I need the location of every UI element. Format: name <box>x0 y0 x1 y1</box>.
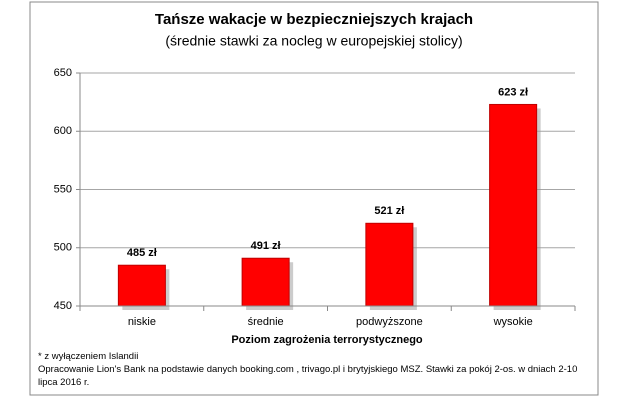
value-label: 485 zł <box>127 247 157 259</box>
bar <box>365 222 414 307</box>
chart-title: Tańsze wakacje w bezpieczniejszych kraja… <box>155 11 473 28</box>
footnote: * z wyłączeniem Islandii <box>38 351 139 362</box>
y-tick-label: 500 <box>54 242 72 254</box>
y-tick-label: 450 <box>54 300 72 312</box>
value-label: 521 zł <box>374 205 404 217</box>
value-label: 623 zł <box>498 86 528 98</box>
x-tick-label: średnie <box>248 316 284 328</box>
y-tick-label: 650 <box>54 67 72 79</box>
x-axis-label: Poziom zagrożenia terrorystycznego <box>231 334 423 346</box>
footnotes: * z wyłączeniem Islandii Opracowanie Lio… <box>38 350 578 389</box>
y-tick-label: 550 <box>54 183 72 195</box>
chart-subtitle: (średnie stawki za nocleg w europejskiej… <box>165 33 462 49</box>
x-tick-label: niskie <box>128 316 156 328</box>
x-tick-label: wysokie <box>493 316 533 328</box>
bar <box>241 257 290 307</box>
bar <box>117 264 166 307</box>
y-tick-label: 600 <box>54 125 72 137</box>
bar <box>489 103 538 307</box>
x-tick-label: podwyższone <box>356 316 423 328</box>
footnote: Opracowanie Lion's Bank na podstawie dan… <box>38 364 578 388</box>
value-label: 491 zł <box>251 240 281 252</box>
